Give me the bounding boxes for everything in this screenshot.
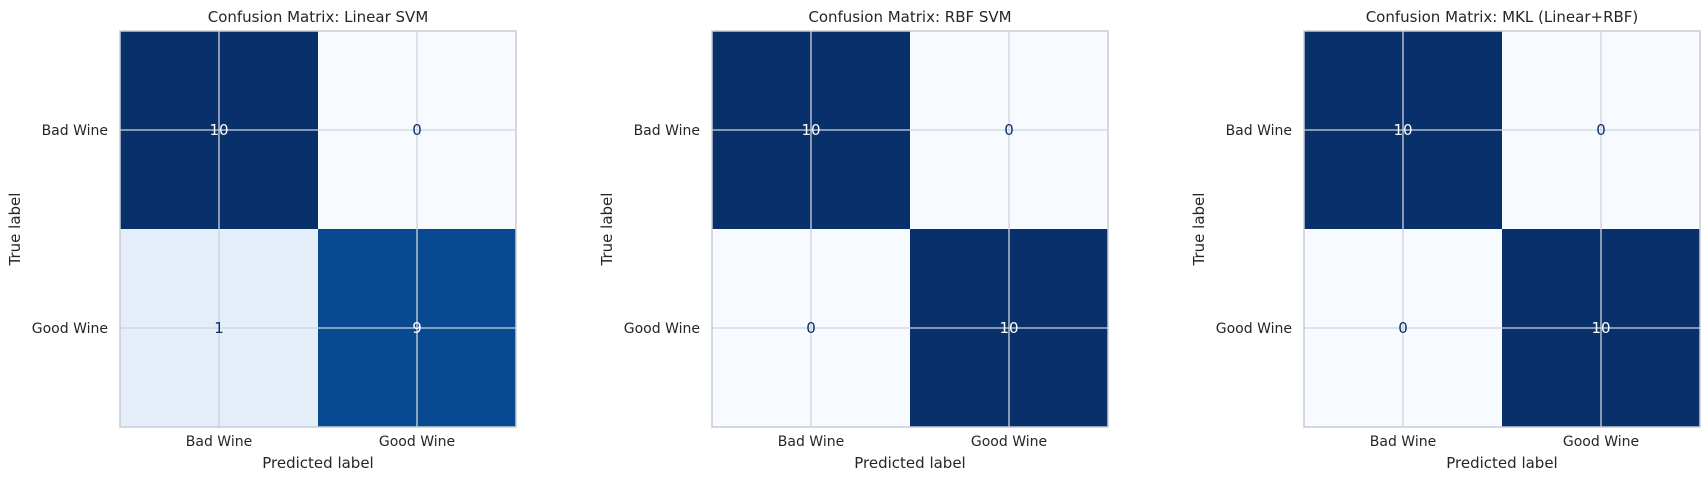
axes-frame — [1303, 30, 1701, 428]
axes-frame — [711, 30, 1109, 428]
chart-title: Confusion Matrix: RBF SVM — [808, 8, 1011, 26]
chart-title: Confusion Matrix: MKL (Linear+RBF) — [1366, 8, 1639, 26]
y-axis-label: True label — [1190, 193, 1208, 267]
cell-value-r0-c0: 10 — [1393, 121, 1412, 139]
y-tick-label: Bad Wine — [42, 123, 108, 139]
cell-value-r1-c1: 9 — [412, 319, 422, 337]
axes-frame — [119, 30, 517, 428]
cell-value-r0-c1: 0 — [1596, 121, 1606, 139]
x-tick-label: Good Wine — [1563, 434, 1639, 450]
cell-value-r1-c0: 0 — [1398, 319, 1408, 337]
cell-value-r1-c1: 10 — [999, 319, 1018, 337]
x-axis-label: Predicted label — [262, 454, 373, 472]
cell-value-r0-c1: 0 — [1004, 121, 1014, 139]
x-axis-label: Predicted label — [1446, 454, 1557, 472]
cell-value-r1-c1: 10 — [1591, 319, 1610, 337]
cell-value-r0-c1: 0 — [412, 121, 422, 139]
x-tick-label: Bad Wine — [778, 434, 844, 450]
y-tick-label: Bad Wine — [634, 123, 700, 139]
y-tick-label: Good Wine — [1216, 321, 1292, 337]
x-tick-label: Good Wine — [971, 434, 1047, 450]
panel-3: 10 0 0 10 Confusion Matrix: MKL (Linear+RBF)… — [1190, 8, 1701, 472]
y-tick-label: Good Wine — [32, 321, 108, 337]
cell-value-r1-c0: 1 — [214, 319, 224, 337]
panel-2: 10 0 0 10 Confusion Matrix: RBF SVM Bad Wine G… — [598, 8, 1109, 472]
y-tick-label: Good Wine — [624, 321, 700, 337]
x-axis-label: Predicted label — [854, 454, 965, 472]
x-tick-label: Good Wine — [379, 434, 455, 450]
cell-value-r0-c0: 10 — [801, 121, 820, 139]
y-axis-label: True label — [598, 193, 616, 267]
cell-value-r0-c0: 10 — [209, 121, 228, 139]
panel-1: 10 0 1 9 Confusion Matrix: Linear SVM Bad Win… — [6, 8, 517, 472]
y-axis-label: True label — [6, 193, 24, 267]
chart-title: Confusion Matrix: Linear SVM — [208, 8, 429, 26]
cell-value-r1-c0: 0 — [806, 319, 816, 337]
y-tick-label: Bad Wine — [1226, 123, 1292, 139]
x-tick-label: Bad Wine — [186, 434, 252, 450]
x-tick-label: Bad Wine — [1370, 434, 1436, 450]
